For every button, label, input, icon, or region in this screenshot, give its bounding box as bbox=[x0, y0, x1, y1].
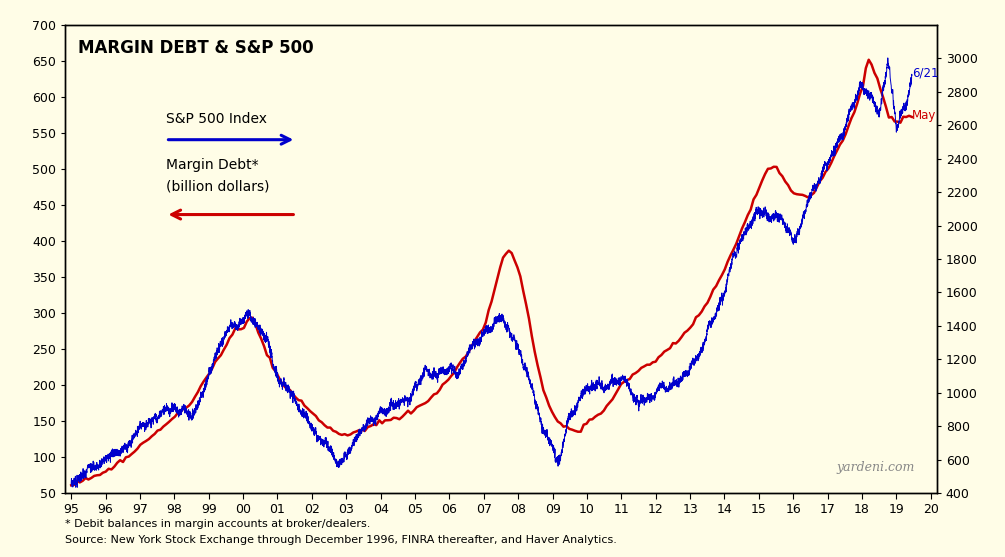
Text: S&P 500 Index: S&P 500 Index bbox=[166, 111, 266, 126]
Text: 6/21: 6/21 bbox=[912, 67, 939, 80]
Text: Margin Debt*: Margin Debt* bbox=[166, 158, 258, 173]
Text: MARGIN DEBT & S&P 500: MARGIN DEBT & S&P 500 bbox=[78, 39, 314, 57]
Text: May: May bbox=[912, 109, 937, 123]
Text: Source: New York Stock Exchange through December 1996, FINRA thereafter, and Hav: Source: New York Stock Exchange through … bbox=[65, 535, 617, 545]
Text: yardeni.com: yardeni.com bbox=[836, 461, 915, 474]
Text: * Debit balances in margin accounts at broker/dealers.: * Debit balances in margin accounts at b… bbox=[65, 519, 371, 529]
Text: (billion dollars): (billion dollars) bbox=[166, 179, 269, 193]
